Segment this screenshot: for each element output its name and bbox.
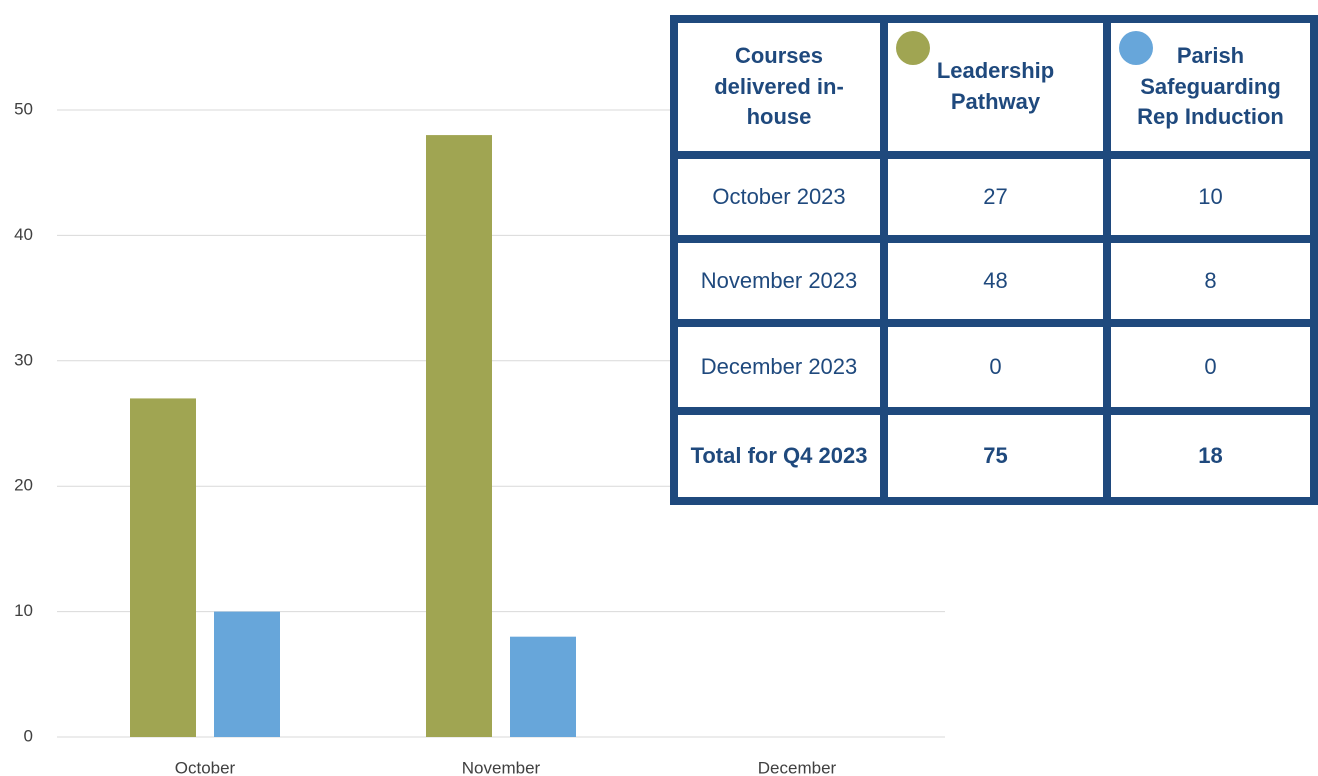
y-tick-label: 40 [14, 225, 33, 244]
y-tick-label: 10 [14, 601, 33, 620]
table-cell: 27 [888, 159, 1103, 235]
header-text: Courses delivered in-house [714, 42, 844, 130]
table-cell: Total for Q4 2023 [678, 415, 880, 497]
table-cell: 10 [1111, 159, 1310, 235]
legend-label: Leadership Pathway [936, 58, 1055, 114]
table-header: Courses delivered in-house [678, 23, 880, 151]
table-cell: 8 [1111, 243, 1310, 319]
bar [510, 636, 576, 737]
chart: 0 10 20 30 40 50 October November December [14, 99, 945, 776]
bar [426, 135, 492, 737]
x-tick-label: December [758, 758, 837, 776]
data-table: Courses delivered in-house Leadership Pa… [670, 15, 1318, 505]
bar [214, 611, 280, 737]
legend-label: Parish Safeguarding Rep Induction [1137, 42, 1284, 130]
legend-dot [1119, 31, 1153, 65]
y-tick-label: 0 [24, 726, 33, 745]
legend-dot [896, 31, 930, 65]
y-tick-label: 20 [14, 476, 33, 495]
table-cell: November 2023 [678, 243, 880, 319]
table-cell: 48 [888, 243, 1103, 319]
y-tick-label: 50 [14, 99, 33, 118]
table-cell: December 2023 [678, 327, 880, 407]
y-tick-label: 30 [14, 350, 33, 369]
bar [130, 398, 196, 737]
table-header: Leadership Pathway [888, 23, 1103, 151]
table-header: Parish Safeguarding Rep Induction [1111, 23, 1310, 151]
x-tick-label: October [175, 758, 236, 776]
table-cell: 18 [1111, 415, 1310, 497]
table-cell: October 2023 [678, 159, 880, 235]
table-cell: 75 [888, 415, 1103, 497]
table-cell: 0 [888, 327, 1103, 407]
x-tick-label: November [462, 758, 541, 776]
table-cell: 0 [1111, 327, 1310, 407]
